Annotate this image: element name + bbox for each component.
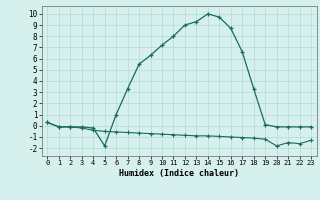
X-axis label: Humidex (Indice chaleur): Humidex (Indice chaleur)	[119, 169, 239, 178]
